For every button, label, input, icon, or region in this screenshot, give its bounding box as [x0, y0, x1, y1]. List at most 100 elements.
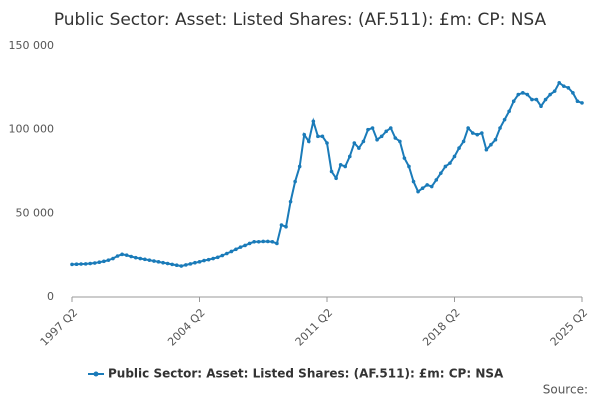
- point: [70, 262, 74, 267]
- point: [275, 241, 279, 246]
- point: [79, 262, 83, 266]
- legend-marker: [93, 371, 99, 377]
- point: [352, 141, 357, 145]
- point: [334, 176, 338, 180]
- point: [461, 139, 466, 144]
- point: [357, 146, 361, 150]
- point: [161, 260, 165, 265]
- point: [470, 131, 475, 135]
- point: [279, 223, 284, 227]
- point: [256, 239, 261, 244]
- point: [420, 186, 425, 191]
- point: [379, 134, 384, 139]
- y-tick-label: 150 000: [9, 39, 55, 52]
- point: [311, 119, 316, 124]
- point: [561, 84, 566, 88]
- point: [434, 178, 439, 182]
- point: [484, 147, 489, 152]
- point: [243, 243, 247, 248]
- point: [302, 132, 307, 137]
- point: [511, 99, 516, 104]
- point: [170, 262, 174, 267]
- point: [115, 254, 120, 258]
- point: [247, 241, 252, 246]
- point: [521, 91, 525, 95]
- point: [102, 259, 106, 264]
- point: [411, 179, 416, 184]
- point: [147, 258, 152, 262]
- point: [475, 132, 480, 137]
- point: [293, 179, 297, 184]
- point: [261, 239, 266, 244]
- point: [238, 245, 243, 249]
- x-tick-label: 1997 Q2: [38, 306, 81, 349]
- point: [74, 262, 79, 267]
- point: [297, 164, 302, 169]
- point: [525, 92, 530, 97]
- point: [443, 164, 448, 169]
- point: [184, 263, 188, 267]
- point: [516, 92, 521, 97]
- point: [502, 117, 507, 122]
- point: [252, 239, 256, 244]
- point: [388, 126, 393, 130]
- point: [466, 126, 470, 130]
- point: [530, 97, 534, 102]
- point: [97, 260, 102, 264]
- point: [120, 252, 124, 257]
- point: [229, 249, 234, 254]
- point: [288, 199, 293, 204]
- point: [193, 260, 197, 265]
- point: [234, 247, 238, 252]
- point: [393, 136, 398, 140]
- point: [284, 224, 288, 229]
- point: [347, 154, 352, 159]
- series-line: [71, 81, 583, 268]
- point: [156, 260, 161, 264]
- point: [534, 97, 539, 102]
- point: [202, 258, 206, 263]
- point: [179, 264, 184, 268]
- point: [571, 91, 575, 95]
- point: [580, 101, 584, 105]
- point: [402, 156, 407, 160]
- point: [124, 253, 129, 257]
- point: [452, 154, 457, 159]
- point: [306, 139, 311, 144]
- point: [165, 261, 170, 266]
- point: [439, 171, 443, 175]
- point: [329, 169, 334, 174]
- point: [370, 126, 375, 130]
- point: [361, 139, 366, 144]
- point: [575, 99, 580, 104]
- point: [375, 137, 379, 142]
- point: [92, 261, 97, 265]
- point: [552, 89, 557, 93]
- x-tick-label: 2011 Q2: [293, 306, 336, 349]
- point: [343, 164, 348, 169]
- point: [106, 258, 111, 262]
- x-tick-label: 2018 Q2: [420, 306, 463, 349]
- point: [493, 137, 498, 142]
- point: [174, 263, 179, 268]
- point: [416, 189, 420, 194]
- point: [384, 129, 388, 134]
- x-tick-label: 2025 Q2: [548, 306, 591, 349]
- point: [129, 254, 133, 259]
- x-tick-label: 2004 Q2: [165, 306, 208, 349]
- point: [425, 183, 429, 187]
- source: Source:: [543, 383, 588, 397]
- point: [320, 134, 325, 139]
- point: [197, 260, 202, 264]
- point: [557, 81, 562, 85]
- y-tick-label: 0: [47, 290, 54, 303]
- point: [211, 256, 215, 261]
- point: [206, 257, 211, 262]
- point: [325, 141, 329, 145]
- point: [215, 255, 220, 260]
- point: [489, 142, 493, 147]
- point: [152, 259, 156, 263]
- point: [266, 239, 270, 244]
- point: [566, 86, 571, 90]
